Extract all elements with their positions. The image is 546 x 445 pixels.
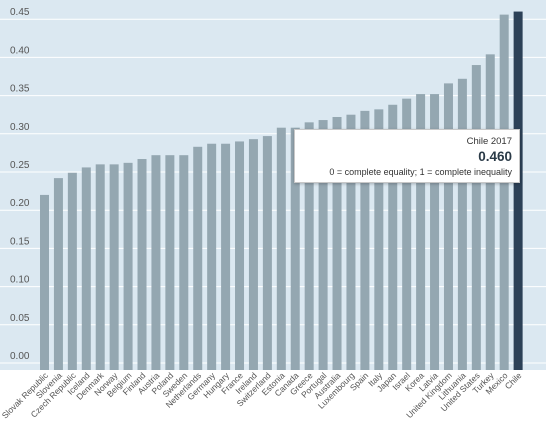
bar-estonia[interactable] — [276, 127, 286, 370]
bar-united-states[interactable] — [471, 65, 481, 370]
bar-united-kingdom[interactable] — [443, 83, 453, 370]
bar-greece[interactable] — [304, 122, 314, 370]
bar-belgium[interactable] — [123, 162, 133, 370]
bar-spain[interactable] — [360, 110, 370, 370]
bar-germany[interactable] — [207, 143, 217, 370]
y-tick-label: 0.35 — [10, 84, 30, 95]
bar-turkey[interactable] — [485, 54, 495, 371]
bar-poland[interactable] — [165, 155, 175, 370]
bar-czech-republic[interactable] — [67, 172, 77, 370]
plot-background — [0, 0, 546, 370]
tooltip-value: 0.460 — [478, 149, 512, 164]
bar-italy[interactable] — [374, 109, 384, 371]
category-label: Chile — [503, 370, 524, 391]
y-tick-label: 0.20 — [10, 198, 30, 209]
bars — [40, 11, 523, 371]
bar-portugal[interactable] — [318, 120, 328, 370]
tooltip-title: Chile 2017 — [466, 136, 512, 147]
bar-hungary[interactable] — [221, 143, 231, 370]
y-tick-label: 0.00 — [10, 351, 30, 362]
y-tick-label: 0.25 — [10, 160, 30, 171]
bar-japan[interactable] — [388, 104, 398, 370]
bar-korea[interactable] — [416, 94, 426, 371]
y-tick-label: 0.05 — [10, 313, 30, 324]
y-tick-label: 0.40 — [10, 45, 30, 56]
bar-australia[interactable] — [332, 116, 342, 370]
y-tick-label: 0.30 — [10, 122, 30, 133]
bar-chile[interactable] — [513, 11, 523, 371]
bar-luxembourg[interactable] — [346, 114, 356, 370]
y-axis-ticks: 0.00 0.05 0.10 0.15 0.20 0.25 0.30 0.35 0.40 0.45 — [10, 7, 30, 362]
tooltip: Chile 2017 0.460 0 = complete equality; … — [294, 129, 520, 183]
bar-norway[interactable] — [109, 164, 119, 370]
bar-france[interactable] — [235, 141, 245, 370]
bar-finland[interactable] — [137, 159, 147, 370]
tooltip-note: 0 = complete equality; 1 = complete ineq… — [329, 167, 512, 177]
bar-latvia[interactable] — [430, 94, 440, 371]
bar-ireland[interactable] — [248, 139, 258, 370]
y-tick-label: 0.10 — [10, 275, 30, 286]
bar-denmark[interactable] — [95, 164, 105, 370]
bar-austria[interactable] — [151, 155, 161, 370]
bar-iceland[interactable] — [81, 167, 91, 370]
bar-netherlands[interactable] — [193, 146, 203, 370]
y-tick-label: 0.15 — [10, 236, 30, 247]
y-tick-label: 0.45 — [10, 7, 30, 18]
bar-israel[interactable] — [402, 98, 412, 370]
bar-switzerland[interactable] — [262, 136, 272, 370]
bar-lithuania[interactable] — [457, 78, 467, 371]
bar-slovak-republic[interactable] — [40, 194, 49, 370]
bar-mexico[interactable] — [499, 14, 509, 371]
bar-sweden[interactable] — [179, 155, 189, 370]
bar-canada[interactable] — [290, 127, 300, 370]
bar-slovenia[interactable] — [53, 178, 63, 370]
